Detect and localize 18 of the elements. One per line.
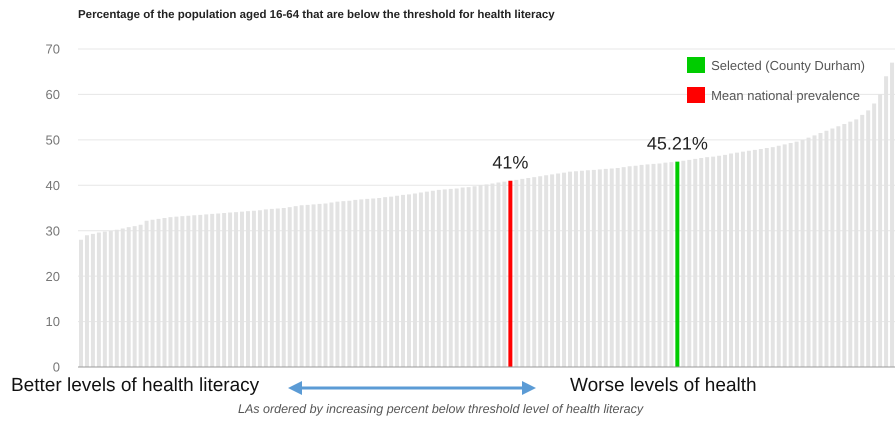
text: Worse levels of health <box>570 375 757 397</box>
data-label: 45.21% <box>646 134 708 154</box>
legend-label: Mean national prevalence <box>711 88 860 102</box>
text: LAs ordered by increasing percent below threshold level of health literacy <box>238 402 644 416</box>
y-tick-label: 10 <box>46 314 60 330</box>
y-tick-label: 20 <box>46 268 60 284</box>
data-label: 41% <box>492 152 528 173</box>
y-tick-label: 0 <box>52 360 60 375</box>
y-tick-label: 60 <box>46 87 60 102</box>
y-tick-label: 30 <box>46 223 60 238</box>
y-tick-label: 50 <box>46 132 60 148</box>
bar <box>675 162 680 367</box>
legend-label: Selected (County Durham) <box>711 58 865 72</box>
y-tick-label: 40 <box>46 178 60 193</box>
chart-title: Percentage of the population aged 16-64 that are below the threshold for health literacy <box>78 9 555 21</box>
text: Better levels of health literacy <box>11 375 260 397</box>
bar <box>508 180 512 367</box>
y-tick-label: 70 <box>46 42 60 57</box>
